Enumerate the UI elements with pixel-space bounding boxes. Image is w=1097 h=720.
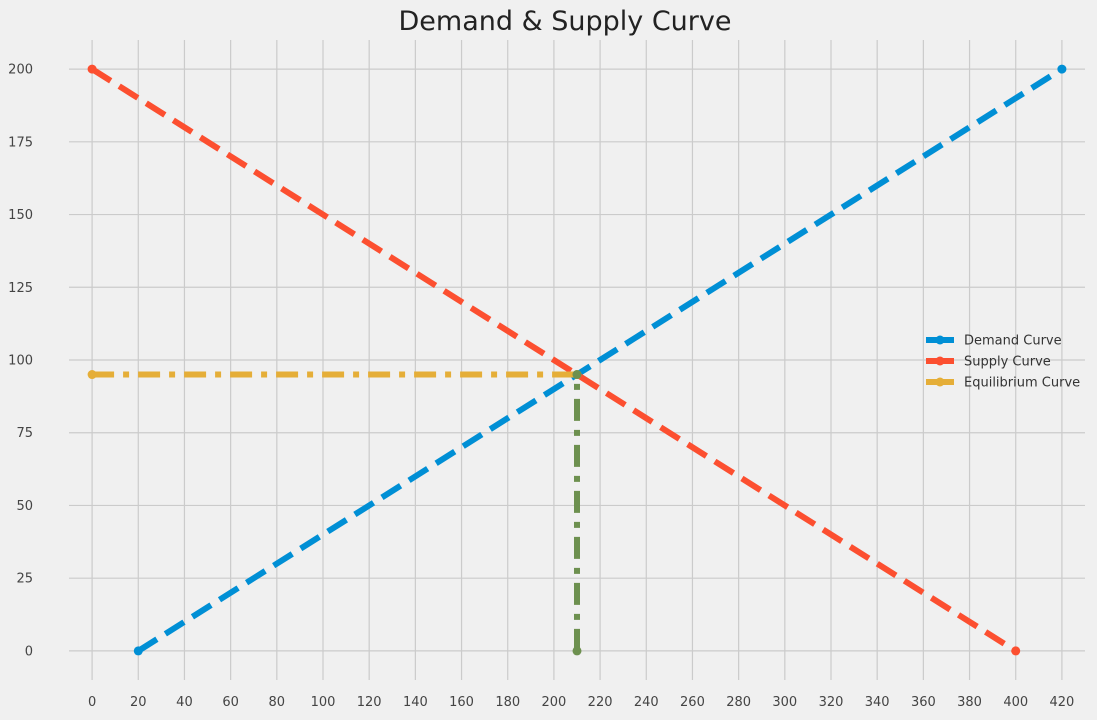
y-tick-label: 200 xyxy=(8,63,33,78)
x-tick-label: 80 xyxy=(269,695,286,710)
x-tick-label: 100 xyxy=(311,695,336,710)
x-tick-label: 340 xyxy=(865,695,890,710)
y-tick-label: 100 xyxy=(8,354,33,369)
x-tick-label: 120 xyxy=(357,695,382,710)
y-tick-label: 50 xyxy=(16,499,33,514)
x-tick-label: 380 xyxy=(957,695,982,710)
x-tick-label: 300 xyxy=(772,695,797,710)
x-tick-label: 320 xyxy=(819,695,844,710)
data-point-marker xyxy=(87,370,97,380)
x-tick-label: 420 xyxy=(1049,695,1074,710)
y-tick-label: 175 xyxy=(8,135,33,150)
legend-label: Demand Curve xyxy=(964,334,1062,349)
series-supply-curve xyxy=(87,64,1021,656)
x-tick-label: 220 xyxy=(588,695,613,710)
x-tick-label: 260 xyxy=(680,695,705,710)
legend-item: Demand Curve xyxy=(926,334,1062,349)
x-tick-label: 240 xyxy=(634,695,659,710)
legend-label: Supply Curve xyxy=(964,355,1051,370)
x-tick-label: 20 xyxy=(130,695,147,710)
data-point-marker xyxy=(572,370,582,380)
series-equilibrium-quantity-line xyxy=(572,370,582,656)
series-layer xyxy=(87,64,1067,656)
data-point-marker xyxy=(1057,64,1067,74)
x-tick-label: 180 xyxy=(495,695,520,710)
y-axis-ticks: 0 25 50 75 100 125 150 175 200 xyxy=(8,63,33,660)
x-tick-label: 160 xyxy=(449,695,474,710)
x-axis-ticks: 0 20 40 60 80 100 120 140 160 180 200 220 240 260 280 3… xyxy=(88,695,1074,710)
x-tick-label: 200 xyxy=(541,695,566,710)
x-tick-label: 140 xyxy=(403,695,428,710)
y-tick-label: 125 xyxy=(8,281,33,296)
x-tick-label: 360 xyxy=(911,695,936,710)
legend-marker-swatch xyxy=(935,356,945,366)
series-line xyxy=(90,66,1018,654)
y-tick-label: 150 xyxy=(8,208,33,223)
x-tick-label: 280 xyxy=(726,695,751,710)
y-tick-label: 75 xyxy=(16,426,33,441)
data-point-marker xyxy=(87,64,97,74)
series-demand-curve xyxy=(133,64,1067,656)
x-tick-label: 400 xyxy=(1003,695,1028,710)
legend-marker-swatch xyxy=(935,335,945,345)
x-tick-label: 0 xyxy=(88,695,96,710)
y-tick-label: 25 xyxy=(16,572,33,587)
data-point-marker xyxy=(572,646,582,656)
data-point-marker xyxy=(133,646,143,656)
series-line xyxy=(136,66,1064,654)
y-tick-label: 0 xyxy=(25,644,33,659)
legend-item: Equilibrium Curve xyxy=(926,376,1080,391)
legend-label: Equilibrium Curve xyxy=(964,376,1080,391)
x-tick-label: 40 xyxy=(176,695,193,710)
data-point-marker xyxy=(1011,646,1021,656)
legend: Demand Curve Supply Curve Equilibrium Curv… xyxy=(926,334,1080,391)
chart-title: Demand & Supply Curve xyxy=(399,6,732,37)
legend-item: Supply Curve xyxy=(926,355,1051,370)
x-tick-label: 60 xyxy=(222,695,239,710)
legend-marker-swatch xyxy=(935,377,945,387)
